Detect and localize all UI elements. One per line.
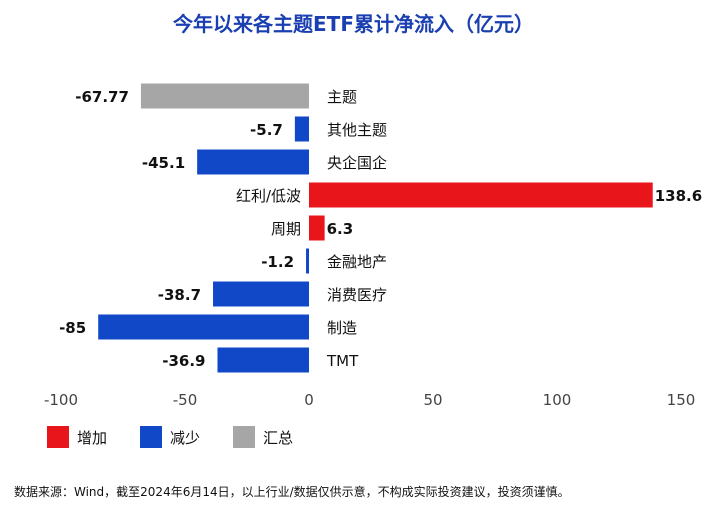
x-tick-label-4: 100 [543, 391, 572, 409]
x-tick-label-2: 0 [304, 391, 314, 409]
legend-swatch-increase [47, 426, 69, 448]
bar-7 [98, 314, 309, 340]
value-label-5: -1.2 [261, 253, 294, 271]
bar-1 [294, 116, 309, 142]
value-label-2: -45.1 [142, 154, 185, 172]
value-label-3: 138.6 [655, 187, 702, 205]
bar-3 [309, 182, 653, 208]
legend-label-summary: 汇总 [263, 429, 293, 447]
legend-swatch-summary [233, 426, 255, 448]
category-label-8: TMT [326, 352, 359, 370]
category-label-1: 其他主题 [327, 121, 387, 139]
value-label-7: -85 [59, 319, 86, 337]
x-tick-label-5: 150 [667, 391, 696, 409]
category-label-7: 制造 [327, 319, 357, 337]
bar-6 [213, 281, 309, 307]
x-tick-label-0: -100 [44, 391, 78, 409]
chart-title: 今年以来各主题ETF累计净流入（亿元） [173, 12, 534, 36]
bar-chart: 主题 -67.77 其他主题 -5.7 央企国企 -45.1 红利/低波 138.6 周期 6.3… [44, 83, 702, 448]
value-label-4: 6.3 [327, 220, 354, 238]
category-label-4: 周期 [271, 220, 301, 238]
value-label-0: -67.77 [75, 88, 129, 106]
x-tick-label-1: -50 [173, 391, 198, 409]
bar-2 [197, 149, 309, 175]
category-label-3: 红利/低波 [236, 187, 301, 205]
bar-4 [309, 215, 325, 241]
legend-swatch-decrease [140, 426, 162, 448]
x-tick-label-3: 50 [423, 391, 442, 409]
category-label-6: 消费医疗 [327, 286, 387, 304]
bar-0 [140, 83, 309, 109]
source-note: 数据来源：Wind，截至2024年6月14日，以上行业/数据仅供示意，不构成实际… [14, 485, 570, 499]
category-label-0: 主题 [327, 88, 357, 106]
category-label-5: 金融地产 [327, 253, 387, 271]
legend-label-decrease: 减少 [170, 429, 200, 447]
category-label-2: 央企国企 [327, 154, 387, 172]
bar-8 [217, 347, 309, 373]
value-label-1: -5.7 [250, 121, 283, 139]
value-label-6: -38.7 [158, 286, 201, 304]
legend-label-increase: 增加 [77, 429, 107, 447]
value-label-8: -36.9 [162, 352, 205, 370]
bar-5 [306, 248, 309, 274]
